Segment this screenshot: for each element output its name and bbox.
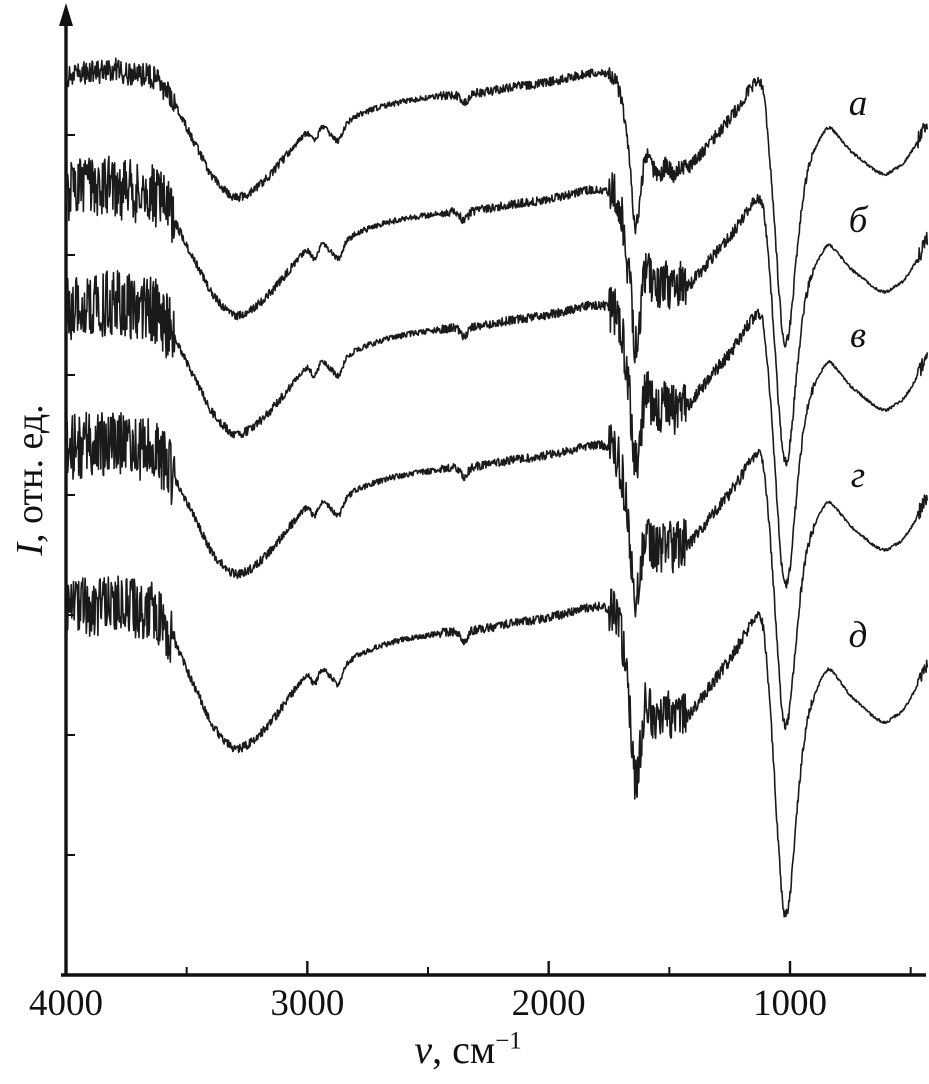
x-tick-label: 2000 — [512, 983, 586, 1024]
x-tick-label: 3000 — [270, 983, 344, 1024]
y-axis-label-symbol: I — [9, 542, 51, 556]
x-axis-label: ν, см−1 — [66, 1026, 870, 1073]
x-axis-label-units: , см — [432, 1027, 496, 1072]
x-tick-label: 4000 — [29, 983, 103, 1024]
series-label-д: д — [849, 615, 868, 656]
series-label-в: в — [850, 315, 866, 356]
y-axis-label: I, отн. ед. — [8, 404, 52, 555]
spectrum-curve-г — [65, 411, 929, 731]
series-label-а: а — [849, 83, 868, 124]
x-axis-label-exponent: −1 — [495, 1027, 522, 1055]
series-label-б: б — [849, 200, 869, 241]
spectrum-curve-д — [65, 575, 929, 918]
x-tick-label: 1000 — [753, 983, 827, 1024]
spectrum-curve-в — [65, 270, 929, 589]
series-label-г: г — [851, 455, 865, 496]
y-axis-arrow — [59, 3, 73, 26]
y-axis-label-units: , отн. ед. — [9, 404, 51, 543]
spectrum-curve-б — [65, 155, 929, 467]
x-axis-label-symbol: ν — [414, 1027, 433, 1072]
spectrum-curve-а — [65, 57, 929, 348]
